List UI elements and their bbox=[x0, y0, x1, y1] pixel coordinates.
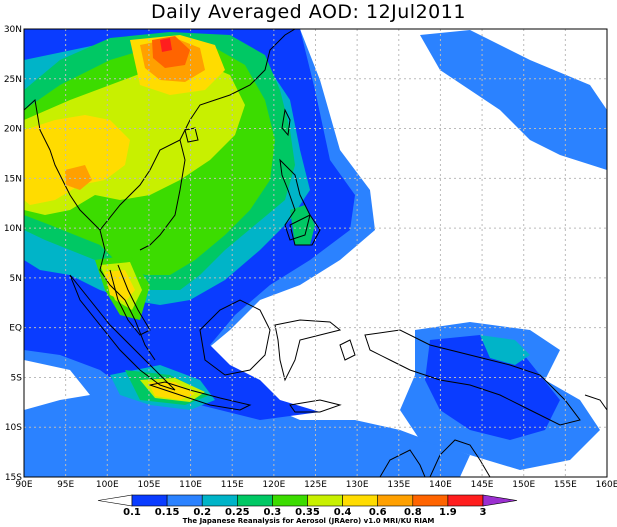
legend-color-box bbox=[237, 494, 273, 507]
taiwan bbox=[281, 108, 291, 137]
lat-tick-label: 10S bbox=[5, 423, 22, 433]
coastlines bbox=[24, 29, 607, 477]
solomon-islands bbox=[584, 394, 607, 411]
legend-label: 3 bbox=[480, 507, 487, 518]
indochina-coast bbox=[99, 29, 296, 231]
lat-tick-label: 10N bbox=[4, 224, 22, 234]
mindanao bbox=[289, 214, 321, 246]
borneo bbox=[199, 299, 271, 376]
hainan bbox=[184, 127, 199, 143]
sumatra bbox=[69, 274, 176, 391]
legend-label: 0.15 bbox=[155, 507, 180, 518]
legend-color-box bbox=[447, 494, 484, 507]
legend-label: 0.1 bbox=[123, 507, 141, 518]
graticule bbox=[24, 29, 607, 477]
legend-color-box bbox=[166, 494, 203, 507]
aod-region-0-6-b bbox=[65, 165, 92, 190]
asia-mainland-coast bbox=[24, 99, 156, 361]
legend-label: 0.3 bbox=[264, 507, 282, 518]
lat-tick-label: 5N bbox=[10, 274, 22, 284]
lon-tick-label: 155E bbox=[554, 480, 577, 490]
lat-tick-label: EQ bbox=[9, 324, 22, 334]
legend-color-box bbox=[201, 494, 238, 507]
legend-label: 0.2 bbox=[193, 507, 211, 518]
legend-label: 0.6 bbox=[369, 507, 387, 518]
lat-tick-label: 5S bbox=[11, 373, 23, 383]
legend-low-arrow bbox=[97, 494, 133, 507]
aod-region-1-9 bbox=[160, 38, 172, 52]
lat-tick-label: 15N bbox=[4, 174, 22, 184]
australia-north-2 bbox=[379, 449, 426, 477]
lat-tick-label: 15S bbox=[5, 473, 22, 483]
credit-text: The Japanese Reanalysis for Aerosol (JRA… bbox=[182, 517, 435, 525]
legend-color-box bbox=[342, 494, 379, 507]
map-frame bbox=[23, 28, 608, 478]
lon-tick-label: 100E bbox=[96, 480, 119, 490]
legend-label: 0.35 bbox=[295, 507, 320, 518]
latitude-labels: 30N 25N 20N 15N 10N 5N EQ 5S 10S 15S bbox=[4, 25, 22, 483]
lat-tick-label: 20N bbox=[4, 125, 22, 135]
lon-tick-label: 130E bbox=[346, 480, 369, 490]
legend-color-box bbox=[131, 494, 168, 507]
sulawesi bbox=[274, 319, 342, 382]
aod-region-0-25-ph bbox=[290, 205, 315, 245]
lat-tick-label: 25N bbox=[4, 75, 22, 85]
lon-tick-label: 150E bbox=[512, 480, 535, 490]
legend-label: 0.4 bbox=[334, 507, 352, 518]
legend-color-box bbox=[272, 494, 308, 507]
lon-tick-label: 135E bbox=[387, 480, 410, 490]
aod-region-0-1-east bbox=[425, 335, 560, 440]
lon-tick-label: 110E bbox=[179, 480, 202, 490]
lat-tick-label: 30N bbox=[4, 25, 22, 35]
australia-north bbox=[429, 439, 491, 477]
map-title: Daily Averaged AOD: 12Jul2011 bbox=[151, 1, 466, 23]
lon-tick-label: 95E bbox=[57, 480, 74, 490]
philippines bbox=[279, 158, 311, 241]
lon-tick-label: 115E bbox=[221, 480, 244, 490]
java bbox=[148, 381, 252, 411]
longitude-labels: 90E 95E 100E 105E 110E 115E 120E 125E 130E 135E 14… bbox=[15, 480, 617, 490]
legend-color-box bbox=[307, 494, 343, 507]
legend-label: 0.8 bbox=[404, 507, 422, 518]
new-guinea bbox=[364, 329, 581, 426]
lon-tick-label: 105E bbox=[137, 480, 160, 490]
lon-tick-label: 90E bbox=[15, 480, 32, 490]
legend-label: 0.25 bbox=[225, 507, 250, 518]
maluku bbox=[339, 339, 356, 361]
aod-region-0-4 bbox=[24, 115, 130, 205]
vietnam-coast bbox=[139, 139, 186, 251]
legend-high-arrow bbox=[482, 494, 518, 507]
aod-region-0-4-d bbox=[148, 382, 195, 400]
lon-tick-label: 160E bbox=[596, 480, 617, 490]
legend-label: 1.9 bbox=[439, 507, 457, 518]
lon-tick-label: 125E bbox=[304, 480, 327, 490]
malay-peninsula bbox=[109, 264, 151, 336]
aod-region-0-15-ne bbox=[420, 30, 607, 170]
lon-tick-label: 145E bbox=[471, 480, 494, 490]
legend-color-box bbox=[412, 494, 449, 507]
lon-tick-label: 120E bbox=[262, 480, 285, 490]
lon-tick-label: 140E bbox=[429, 480, 452, 490]
aod-region-0-2-c bbox=[480, 335, 530, 365]
legend-color-box bbox=[377, 494, 414, 507]
